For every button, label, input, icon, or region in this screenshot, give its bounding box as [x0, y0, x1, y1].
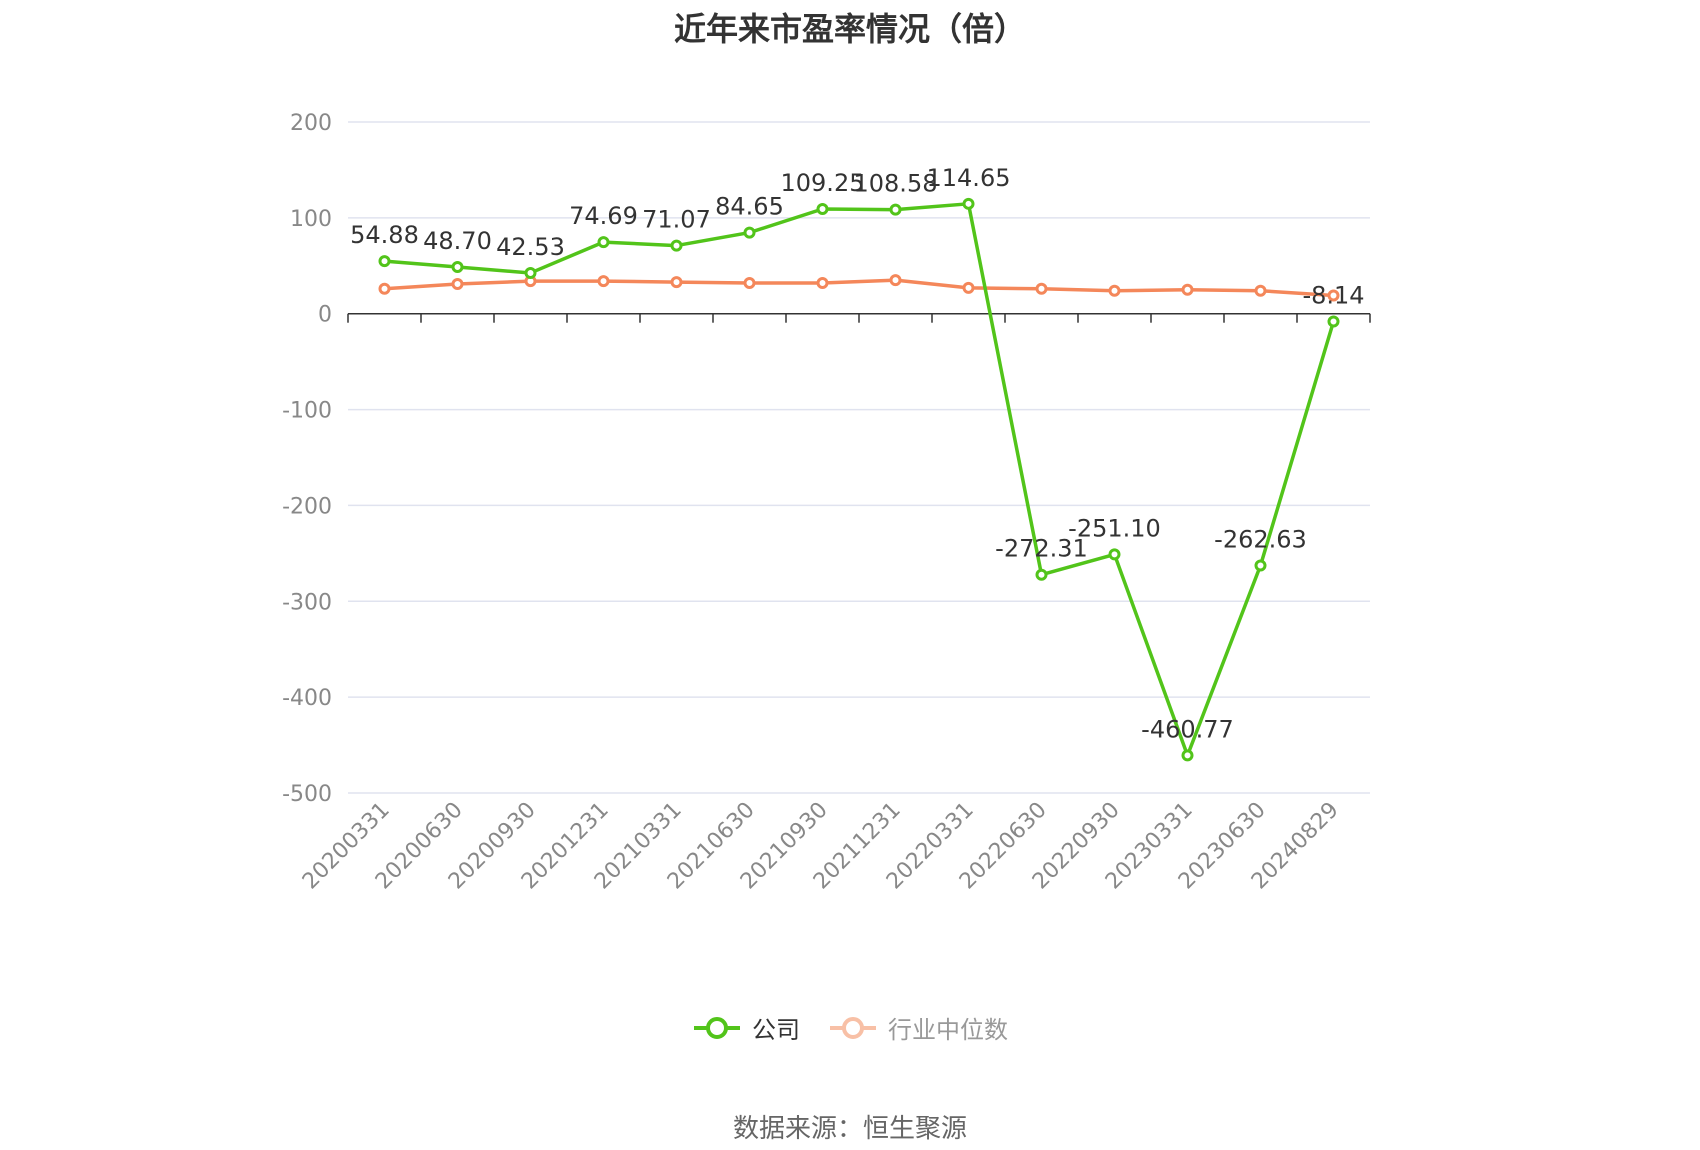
- data-point-company: [1181, 749, 1194, 762]
- series-line-company: [384, 202, 1336, 758]
- pe-ratio-line-chart: 2001000-100-200-300-400-5002020033120200…: [282, 111, 1371, 894]
- legend-label-industry: 行业中位数: [888, 1016, 1008, 1044]
- data-point-industry: [597, 275, 610, 288]
- legend-item-industry[interactable]: 行业中位数: [828, 1010, 1008, 1045]
- data-point-company: [451, 261, 464, 274]
- legend-industry-marker-icon: [830, 1016, 876, 1039]
- legend-company-marker-icon: [694, 1016, 740, 1039]
- y-tick-label: -100: [282, 399, 332, 424]
- data-point-industry: [451, 277, 464, 290]
- data-label-company: 48.70: [423, 227, 492, 255]
- y-tick-label: 200: [290, 111, 332, 136]
- y-tick-label: -500: [282, 782, 332, 807]
- data-point-industry: [962, 281, 975, 294]
- data-label-company: -251.10: [1068, 514, 1161, 542]
- data-point-industry: [1327, 289, 1340, 302]
- data-point-company: [524, 266, 537, 279]
- data-point-industry: [378, 282, 391, 295]
- data-label-company: 54.88: [350, 221, 419, 249]
- legend-label-company: 公司: [752, 1016, 800, 1044]
- series-line-industry: [384, 278, 1334, 298]
- data-label-company: -262.63: [1214, 525, 1307, 553]
- data-label-company: 108.58: [854, 170, 938, 198]
- chart-legend: 公司 行业中位数: [0, 1010, 1700, 1045]
- data-source-note: 数据来源：恒生聚源: [732, 1114, 967, 1144]
- data-point-company: [378, 255, 391, 268]
- data-point-industry: [816, 277, 829, 290]
- data-point-industry: [1181, 283, 1194, 296]
- legend-item-company[interactable]: 公司: [692, 1010, 800, 1045]
- data-point-industry: [1035, 282, 1048, 295]
- data-label-company: 71.07: [642, 206, 711, 234]
- data-label-company: 74.69: [569, 202, 638, 230]
- data-point-industry: [743, 277, 756, 290]
- data-label-company: 109.25: [781, 169, 865, 197]
- data-point-industry: [889, 274, 902, 287]
- data-point-industry: [1254, 284, 1267, 297]
- y-tick-label: -200: [282, 494, 332, 519]
- data-label-company: 114.65: [927, 164, 1011, 192]
- y-tick-label: -400: [282, 686, 332, 711]
- data-point-industry: [670, 276, 683, 289]
- chart-title: 近年来市盈率情况（倍）: [673, 10, 1026, 48]
- data-label-company: 84.65: [715, 193, 784, 221]
- y-tick-label: -300: [282, 590, 332, 615]
- data-label-company: -272.31: [995, 535, 1088, 563]
- data-point-company: [1035, 568, 1048, 581]
- y-tick-label: 0: [318, 303, 332, 328]
- data-point-company: [670, 239, 683, 252]
- data-point-company: [597, 236, 610, 249]
- data-point-company: [889, 203, 902, 216]
- data-point-company: [1108, 548, 1121, 561]
- data-point-company: [816, 202, 829, 215]
- data-point-company: [743, 226, 756, 239]
- data-label-company: 42.53: [496, 233, 565, 261]
- data-point-industry: [1108, 284, 1121, 297]
- data-label-company: -8.14: [1302, 282, 1364, 310]
- data-label-company: -460.77: [1141, 715, 1234, 743]
- data-point-company: [1254, 559, 1267, 572]
- y-tick-label: 100: [290, 207, 332, 232]
- data-point-company: [1327, 315, 1340, 328]
- data-point-company: [962, 197, 975, 210]
